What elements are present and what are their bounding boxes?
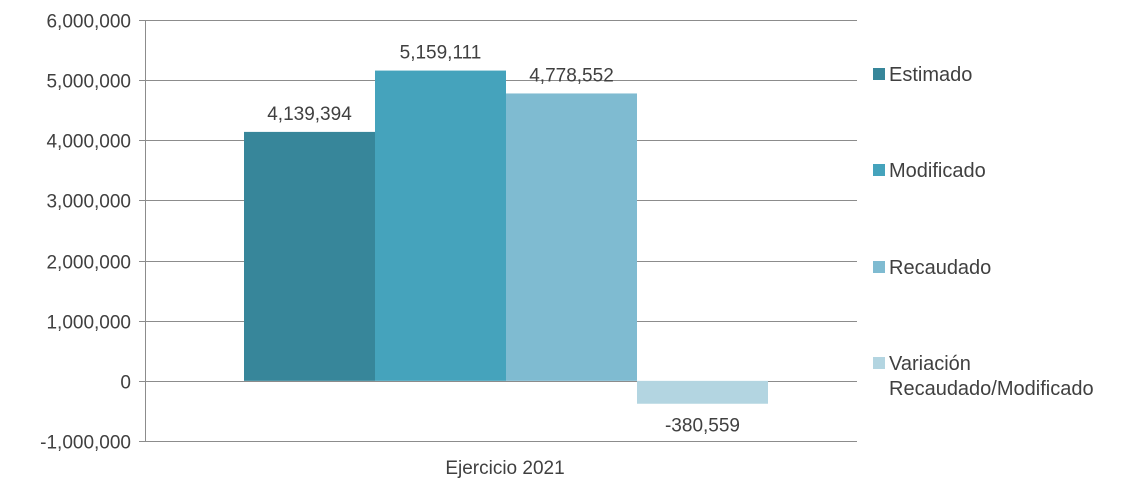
data-label: -380,559	[665, 416, 740, 437]
legend-label: Modificado	[889, 160, 986, 182]
y-axis: -1,000,000 0 1,000,000 2,000,000 3,000,000 4,…	[40, 12, 146, 454]
data-label: 5,159,111	[400, 43, 482, 64]
y-tick-label: 0	[120, 373, 131, 394]
legend-swatch	[873, 261, 885, 273]
y-tick-label: 2,000,000	[46, 253, 131, 274]
legend-label: Variación Recaudado/Modificado	[889, 353, 1094, 400]
y-tick-label: 6,000,000	[46, 12, 131, 33]
data-labels: 4,139,394 5,159,111 4,778,552 -380,559	[267, 43, 740, 437]
y-tick-label: 4,000,000	[46, 132, 131, 153]
y-tick-label: -1,000,000	[40, 433, 131, 454]
legend-swatch	[873, 164, 885, 176]
legend-swatch	[873, 357, 885, 369]
bars	[244, 70, 768, 404]
x-axis: Ejercicio 2021	[445, 458, 564, 479]
y-tick-label: 3,000,000	[46, 192, 131, 213]
bar-variaci-n-recaudado-modificado	[637, 380, 768, 404]
data-label: 4,778,552	[529, 65, 614, 86]
y-tick-label: 5,000,000	[46, 72, 131, 93]
bar-estimado	[244, 131, 375, 381]
bar-recaudado	[506, 93, 637, 381]
legend-label: Recaudado	[889, 257, 991, 279]
x-category-label: Ejercicio 2021	[445, 458, 564, 479]
y-tick-label: 1,000,000	[46, 313, 131, 334]
data-label: 4,139,394	[267, 104, 352, 125]
legend: Estimado Modificado Recaudado Variación Reca…	[873, 64, 1094, 400]
legend-label: Estimado	[889, 64, 972, 86]
bar-modificado	[375, 70, 506, 381]
legend-swatch	[873, 68, 885, 80]
